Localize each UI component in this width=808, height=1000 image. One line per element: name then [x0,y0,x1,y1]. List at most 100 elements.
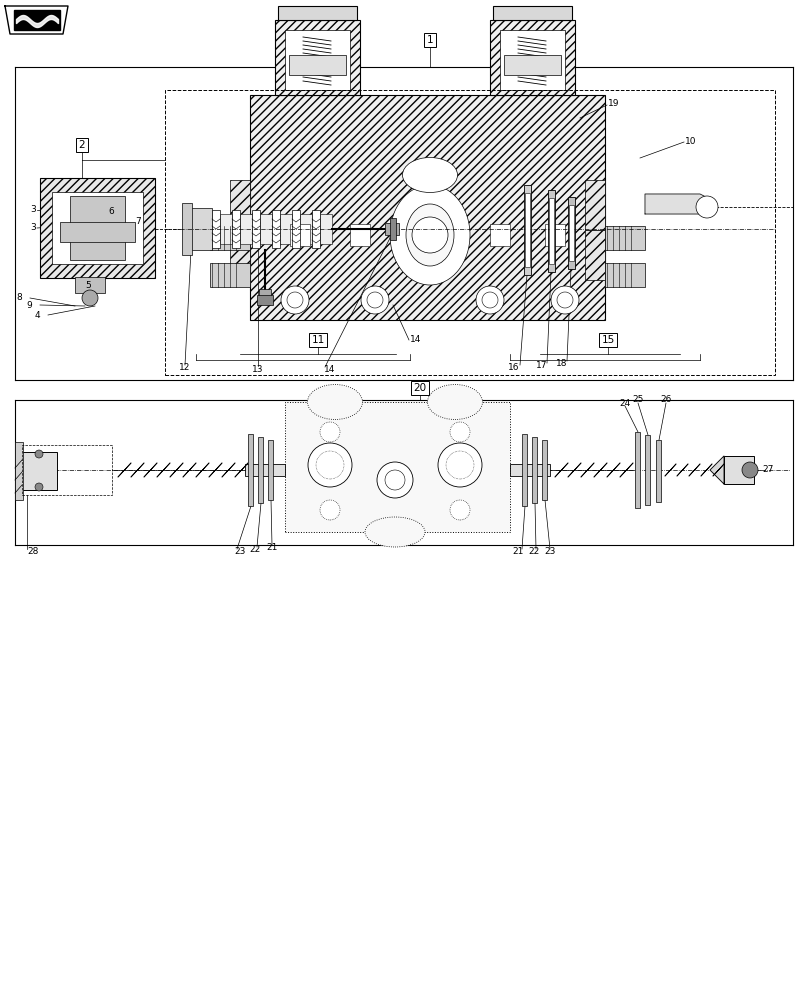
Text: 7: 7 [135,218,141,227]
Circle shape [412,217,448,253]
Text: 17: 17 [537,361,548,370]
Polygon shape [5,6,68,34]
Bar [524,185,531,275]
Circle shape [450,500,470,520]
Bar [22,452,57,490]
Circle shape [551,286,579,314]
Circle shape [320,500,340,520]
Text: 18: 18 [556,360,568,368]
Circle shape [281,286,309,314]
Bar [257,295,273,305]
Text: 21: 21 [512,548,524,556]
Bar [490,20,575,95]
Bar [605,226,645,250]
Bar [635,432,640,508]
Bar [240,214,252,244]
Bar [285,402,510,532]
Bar [289,55,346,75]
Bar [522,434,527,506]
Text: 9: 9 [26,300,32,310]
Bar [285,30,350,90]
Bar [585,180,605,230]
Circle shape [308,443,352,487]
Circle shape [450,422,470,442]
Text: 15: 15 [601,335,615,345]
Bar [252,210,260,248]
Text: 1: 1 [427,35,433,45]
Bar [259,289,271,297]
Bar [385,223,399,235]
Text: 14: 14 [410,336,422,344]
Bar [230,230,250,280]
Bar [510,464,550,476]
Bar [490,224,510,246]
Bar [504,55,561,75]
Text: 22: 22 [528,548,540,556]
Bar [390,218,396,240]
Polygon shape [14,10,60,30]
Text: 20: 20 [414,383,427,393]
Ellipse shape [402,157,457,192]
Circle shape [742,462,758,478]
Polygon shape [645,194,712,214]
Circle shape [476,286,504,314]
Bar [70,196,125,260]
Text: 13: 13 [252,364,263,373]
Text: 4: 4 [35,310,40,320]
Text: 19: 19 [608,100,620,108]
Bar [569,205,574,261]
Bar [245,464,285,476]
Text: 26: 26 [660,395,671,404]
Text: 8: 8 [16,294,22,302]
Bar [278,6,357,20]
Bar [210,263,250,287]
Bar [542,440,547,500]
Circle shape [377,462,413,498]
Bar [260,214,272,244]
Circle shape [35,450,43,458]
Text: 23: 23 [545,548,556,556]
Text: 24: 24 [620,399,630,408]
Bar [300,214,312,244]
Bar [292,210,300,248]
Text: 6: 6 [108,208,114,217]
Text: 22: 22 [250,546,261,554]
Bar [548,190,555,272]
Ellipse shape [365,517,425,547]
Text: 16: 16 [508,363,520,372]
Bar [232,210,240,248]
Bar [645,435,650,505]
Circle shape [320,422,340,442]
Text: 28: 28 [27,548,38,556]
Bar [75,277,105,293]
Bar [60,222,135,242]
Bar [290,224,310,246]
Bar [275,20,360,95]
Circle shape [82,290,98,306]
Bar [420,224,440,246]
Bar [549,198,554,264]
Text: 14: 14 [324,365,335,374]
Bar [22,445,112,495]
Text: 3: 3 [30,206,36,215]
Bar [210,226,250,250]
Bar [212,210,220,248]
Bar [190,208,212,250]
Circle shape [438,443,482,487]
Bar [272,210,280,248]
Bar [525,193,530,267]
Bar [493,6,572,20]
Bar [250,95,605,320]
Bar [15,442,23,500]
Circle shape [361,286,389,314]
Bar [568,197,575,269]
Bar [532,437,537,503]
Ellipse shape [308,384,363,420]
Bar [585,230,605,280]
Text: 25: 25 [633,395,644,404]
Bar [248,434,253,506]
Bar [656,440,661,502]
Text: 21: 21 [267,544,278,552]
Bar [258,437,263,503]
Text: 12: 12 [179,363,191,372]
